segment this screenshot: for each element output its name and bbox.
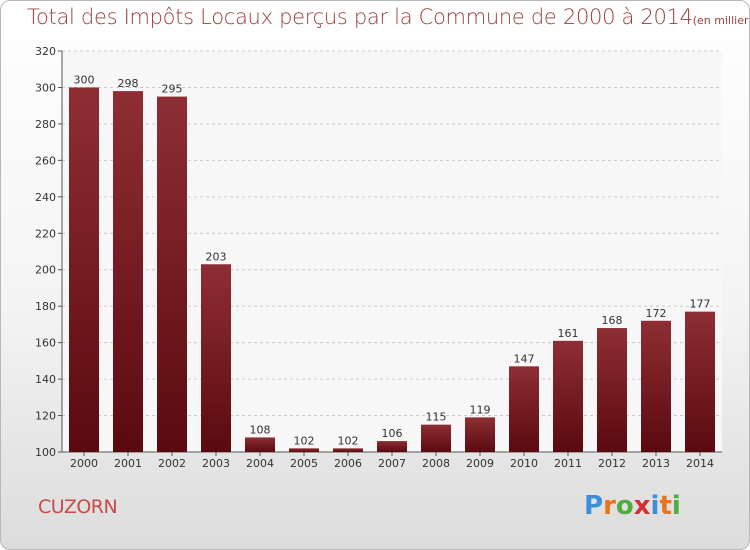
- bar-value-label: 295: [162, 83, 183, 96]
- x-tick-label: 2006: [334, 457, 362, 470]
- bar-value-label: 106: [382, 427, 403, 440]
- commune-name: CUZORN: [38, 496, 118, 518]
- x-tick-label: 2010: [510, 457, 538, 470]
- y-tick-label: 200: [35, 264, 56, 277]
- bar-value-label: 108: [250, 423, 271, 436]
- y-tick-label: 100: [35, 446, 56, 459]
- chart-title-unit: (en milliers d'€): [692, 14, 749, 27]
- x-tick-label: 2011: [554, 457, 582, 470]
- logo-letter: i: [650, 491, 660, 521]
- x-tick-label: 2012: [598, 457, 626, 470]
- y-tick-label: 280: [35, 118, 56, 131]
- y-tick-label: 120: [35, 410, 56, 423]
- bar: [641, 320, 671, 452]
- bar: [201, 264, 231, 452]
- logo-letter: r: [603, 491, 616, 521]
- y-tick-label: 180: [35, 300, 56, 313]
- logo-letter: o: [615, 491, 634, 521]
- bar: [289, 448, 319, 452]
- bar: [465, 417, 495, 452]
- y-tick-label: 320: [35, 45, 56, 58]
- logo-letter: t: [659, 491, 672, 521]
- y-tick-label: 140: [35, 373, 56, 386]
- y-tick-label: 300: [35, 81, 56, 94]
- bar-value-label: 161: [558, 327, 579, 340]
- bar-value-label: 172: [646, 307, 667, 320]
- bar: [333, 448, 363, 452]
- x-tick-label: 2007: [378, 457, 406, 470]
- x-tick-label: 2000: [70, 457, 98, 470]
- bar: [553, 340, 583, 452]
- logo-letter: x: [633, 491, 651, 521]
- y-tick-label: 260: [35, 154, 56, 167]
- bar-value-label: 102: [294, 434, 315, 447]
- x-tick-label: 2001: [114, 457, 142, 470]
- chart-title-main: Total des Impôts Locaux perçus par la Co…: [27, 5, 693, 29]
- x-tick-label: 2002: [158, 457, 186, 470]
- bar: [685, 311, 715, 452]
- y-tick-label: 240: [35, 191, 56, 204]
- bar-value-label: 168: [602, 314, 623, 327]
- bar-value-label: 203: [206, 250, 227, 263]
- x-tick-label: 2004: [246, 457, 274, 470]
- bar-value-label: 300: [74, 73, 95, 86]
- bar: [113, 91, 143, 452]
- bar: [377, 441, 407, 452]
- x-tick-label: 2003: [202, 457, 230, 470]
- x-tick-label: 2014: [686, 457, 714, 470]
- x-tick-label: 2009: [466, 457, 494, 470]
- x-tick-label: 2005: [290, 457, 318, 470]
- logo-letter: P: [584, 491, 604, 521]
- logo-letter: i: [671, 491, 681, 521]
- x-tick-label: 2008: [422, 457, 450, 470]
- bar-value-label: 119: [470, 403, 491, 416]
- bar: [245, 437, 275, 452]
- y-tick-label: 220: [35, 227, 56, 240]
- bar: [69, 87, 99, 453]
- proxiti-logo: Proxiti: [584, 491, 681, 521]
- bar-value-label: 147: [514, 352, 535, 365]
- bar-value-label: 115: [426, 411, 447, 424]
- bar: [421, 424, 451, 452]
- bar-value-label: 102: [338, 434, 359, 447]
- bar: [597, 328, 627, 452]
- bar: [509, 366, 539, 452]
- bar-value-label: 177: [690, 298, 711, 311]
- x-tick-label: 2013: [642, 457, 670, 470]
- y-tick-label: 160: [35, 337, 56, 350]
- bar-value-label: 298: [118, 77, 139, 90]
- chart-title: Total des Impôts Locaux perçus par la Co…: [27, 5, 749, 29]
- bar: [157, 96, 187, 453]
